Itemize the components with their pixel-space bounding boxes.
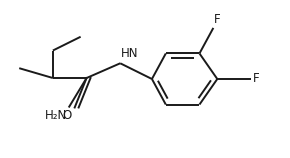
Text: HN: HN — [121, 47, 139, 60]
Text: F: F — [214, 13, 221, 26]
Text: F: F — [253, 73, 260, 85]
Text: O: O — [62, 109, 72, 122]
Text: H₂N: H₂N — [44, 109, 67, 122]
